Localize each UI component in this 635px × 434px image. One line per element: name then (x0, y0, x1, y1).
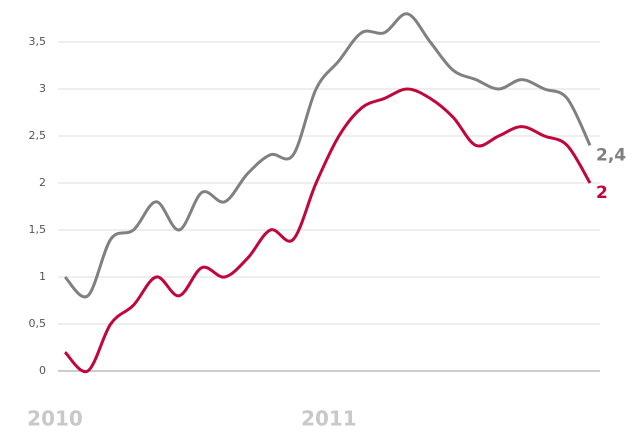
y-tick-label: 3,5 (29, 35, 47, 48)
y-tick-label: 3 (39, 82, 46, 95)
data-label: 2 (596, 183, 608, 203)
y-tick-label: 1 (39, 270, 46, 283)
line (63, 87, 592, 374)
data-label: 2,4 (596, 145, 626, 165)
y-tick-label: 2 (39, 176, 46, 189)
y-tick-label: 0 (39, 364, 46, 377)
line (63, 12, 592, 299)
y-tick-label: 0,5 (29, 317, 47, 330)
y-tick-label: 2,5 (29, 129, 47, 142)
x-tick-label: 2011 (301, 407, 357, 431)
x-tick-label: 2010 (27, 407, 83, 431)
y-tick-label: 1,5 (29, 223, 47, 236)
